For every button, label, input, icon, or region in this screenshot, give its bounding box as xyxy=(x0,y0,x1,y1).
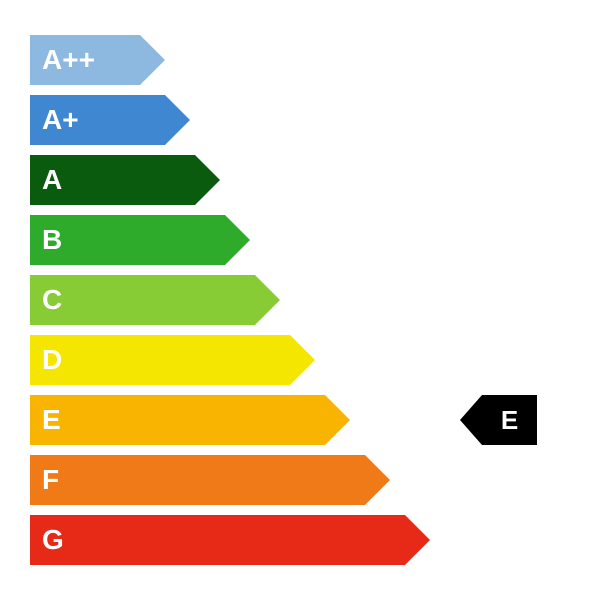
rating-label: G xyxy=(42,524,64,556)
rating-bar: D xyxy=(30,335,315,385)
rating-bar-body: A xyxy=(30,155,195,205)
arrow-right-icon xyxy=(290,335,315,385)
rating-label: D xyxy=(42,344,62,376)
rating-bar-body: C xyxy=(30,275,255,325)
rating-bar-body: A++ xyxy=(30,35,140,85)
rating-bar: A xyxy=(30,155,220,205)
arrow-right-icon xyxy=(225,215,250,265)
rating-indicator: E xyxy=(460,395,537,445)
rating-bar-body: B xyxy=(30,215,225,265)
arrow-right-icon xyxy=(405,515,430,565)
rating-bar: F xyxy=(30,455,390,505)
rating-bar-body: D xyxy=(30,335,290,385)
arrow-right-icon xyxy=(365,455,390,505)
rating-bar-body: G xyxy=(30,515,405,565)
rating-bar: G xyxy=(30,515,430,565)
arrow-right-icon xyxy=(165,95,190,145)
rating-label: A++ xyxy=(42,44,95,76)
rating-label: A+ xyxy=(42,104,79,136)
arrow-right-icon xyxy=(140,35,165,85)
rating-bar: B xyxy=(30,215,250,265)
rating-bar-body: A+ xyxy=(30,95,165,145)
indicator-arrow-icon xyxy=(460,395,482,445)
indicator-body: E xyxy=(482,395,537,445)
rating-label: A xyxy=(42,164,62,196)
indicator-label: E xyxy=(501,405,518,436)
rating-bar: A+ xyxy=(30,95,190,145)
rating-bar: C xyxy=(30,275,280,325)
arrow-right-icon xyxy=(195,155,220,205)
rating-bar: E xyxy=(30,395,350,445)
arrow-right-icon xyxy=(255,275,280,325)
rating-bar-body: F xyxy=(30,455,365,505)
arrow-right-icon xyxy=(325,395,350,445)
rating-bar: A++ xyxy=(30,35,165,85)
rating-label: B xyxy=(42,224,62,256)
rating-label: E xyxy=(42,404,61,436)
rating-bar-body: E xyxy=(30,395,325,445)
rating-label: C xyxy=(42,284,62,316)
rating-label: F xyxy=(42,464,59,496)
